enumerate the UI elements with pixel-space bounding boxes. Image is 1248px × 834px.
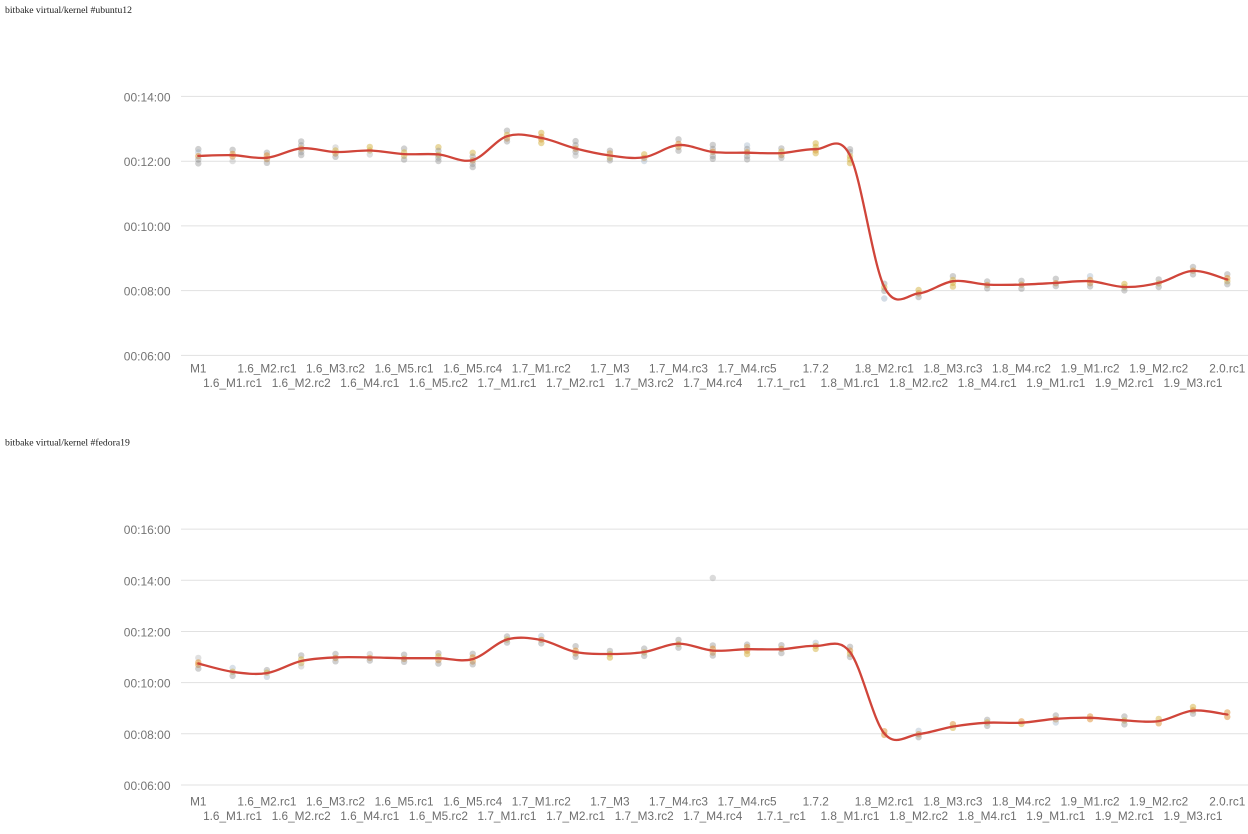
svg-text:1.6_M5.rc1: 1.6_M5.rc1	[375, 362, 434, 376]
svg-text:1.8_M4.rc1: 1.8_M4.rc1	[958, 809, 1017, 823]
svg-text:00:14:00: 00:14:00	[124, 574, 171, 588]
svg-text:1.6_M5.rc4: 1.6_M5.rc4	[443, 362, 502, 376]
svg-text:1.7_M2.rc1: 1.7_M2.rc1	[546, 376, 605, 390]
svg-text:1.9_M2.rc1: 1.9_M2.rc1	[1095, 376, 1154, 390]
svg-text:1.7_M4.rc3: 1.7_M4.rc3	[649, 362, 708, 376]
svg-text:1.7_M1.rc2: 1.7_M1.rc2	[512, 795, 571, 809]
svg-text:00:12:00: 00:12:00	[124, 155, 171, 169]
svg-text:1.9_M3.rc1: 1.9_M3.rc1	[1163, 809, 1222, 823]
svg-text:1.9_M1.rc1: 1.9_M1.rc1	[1026, 809, 1085, 823]
svg-text:00:08:00: 00:08:00	[124, 728, 171, 742]
svg-text:00:12:00: 00:12:00	[124, 626, 171, 640]
svg-text:1.8_M4.rc1: 1.8_M4.rc1	[958, 376, 1017, 390]
svg-text:00:08:00: 00:08:00	[124, 285, 171, 299]
svg-text:1.6_M2.rc2: 1.6_M2.rc2	[272, 809, 331, 823]
svg-text:1.9_M2.rc2: 1.9_M2.rc2	[1129, 795, 1188, 809]
svg-text:2.0.rc1: 2.0.rc1	[1209, 362, 1245, 376]
svg-text:00:14:00: 00:14:00	[124, 90, 171, 104]
svg-text:1.7_M4.rc4: 1.7_M4.rc4	[683, 809, 742, 823]
svg-text:1.6_M5.rc4: 1.6_M5.rc4	[443, 795, 502, 809]
svg-text:M1: M1	[190, 362, 206, 376]
svg-text:1.9_M2.rc1: 1.9_M2.rc1	[1095, 809, 1154, 823]
svg-text:1.8_M2.rc1: 1.8_M2.rc1	[855, 795, 914, 809]
svg-text:1.6_M5.rc2: 1.6_M5.rc2	[409, 376, 468, 390]
svg-text:bitbake virtual/kernel #ubuntu: bitbake virtual/kernel #ubuntu12	[5, 5, 132, 16]
svg-text:00:06:00: 00:06:00	[124, 349, 171, 363]
svg-text:1.6_M4.rc1: 1.6_M4.rc1	[340, 809, 399, 823]
svg-text:1.6_M1.rc1: 1.6_M1.rc1	[203, 376, 262, 390]
svg-text:1.7_M2.rc1: 1.7_M2.rc1	[546, 809, 605, 823]
svg-text:1.8_M1.rc1: 1.8_M1.rc1	[820, 376, 879, 390]
svg-text:00:06:00: 00:06:00	[124, 779, 171, 793]
svg-text:1.7.1_rc1: 1.7.1_rc1	[757, 376, 806, 390]
svg-text:1.9_M1.rc1: 1.9_M1.rc1	[1026, 376, 1085, 390]
svg-text:1.7_M1.rc2: 1.7_M1.rc2	[512, 362, 571, 376]
svg-text:1.7_M4.rc3: 1.7_M4.rc3	[649, 795, 708, 809]
svg-text:1.8_M3.rc3: 1.8_M3.rc3	[923, 362, 982, 376]
svg-text:1.7.1_rc1: 1.7.1_rc1	[757, 809, 806, 823]
svg-text:1.9_M3.rc1: 1.9_M3.rc1	[1163, 376, 1222, 390]
svg-text:1.6_M3.rc2: 1.6_M3.rc2	[306, 362, 365, 376]
svg-text:1.8_M2.rc1: 1.8_M2.rc1	[855, 362, 914, 376]
svg-text:00:10:00: 00:10:00	[124, 220, 171, 234]
svg-text:2.0.rc1: 2.0.rc1	[1209, 795, 1245, 809]
svg-text:1.8_M1.rc1: 1.8_M1.rc1	[820, 809, 879, 823]
svg-text:1.8_M3.rc3: 1.8_M3.rc3	[923, 795, 982, 809]
svg-text:1.7_M1.rc1: 1.7_M1.rc1	[477, 809, 536, 823]
svg-text:1.7_M3: 1.7_M3	[590, 362, 630, 376]
svg-text:1.6_M2.rc2: 1.6_M2.rc2	[272, 376, 331, 390]
svg-text:M1: M1	[190, 795, 206, 809]
svg-text:1.7.2: 1.7.2	[803, 362, 829, 376]
svg-text:1.7_M4.rc5: 1.7_M4.rc5	[718, 795, 777, 809]
svg-text:1.7_M1.rc1: 1.7_M1.rc1	[477, 376, 536, 390]
svg-text:1.7_M3: 1.7_M3	[590, 795, 630, 809]
svg-text:1.8_M2.rc2: 1.8_M2.rc2	[889, 376, 948, 390]
svg-text:1.8_M4.rc2: 1.8_M4.rc2	[992, 362, 1051, 376]
svg-text:1.6_M5.rc2: 1.6_M5.rc2	[409, 809, 468, 823]
svg-text:1.6_M2.rc1: 1.6_M2.rc1	[237, 362, 296, 376]
svg-text:00:16:00: 00:16:00	[124, 523, 171, 537]
svg-text:1.6_M5.rc1: 1.6_M5.rc1	[375, 795, 434, 809]
svg-text:1.8_M4.rc2: 1.8_M4.rc2	[992, 795, 1051, 809]
svg-text:1.9_M1.rc2: 1.9_M1.rc2	[1061, 362, 1120, 376]
svg-text:1.7_M3.rc2: 1.7_M3.rc2	[615, 376, 674, 390]
svg-text:1.6_M3.rc2: 1.6_M3.rc2	[306, 795, 365, 809]
svg-text:1.8_M2.rc2: 1.8_M2.rc2	[889, 809, 948, 823]
svg-text:1.9_M2.rc2: 1.9_M2.rc2	[1129, 362, 1188, 376]
svg-text:1.7_M4.rc4: 1.7_M4.rc4	[683, 376, 742, 390]
svg-text:1.6_M2.rc1: 1.6_M2.rc1	[237, 795, 296, 809]
svg-text:1.7.2: 1.7.2	[803, 795, 829, 809]
svg-text:1.7_M4.rc5: 1.7_M4.rc5	[718, 362, 777, 376]
svg-text:1.6_M1.rc1: 1.6_M1.rc1	[203, 809, 262, 823]
svg-text:1.9_M1.rc2: 1.9_M1.rc2	[1061, 795, 1120, 809]
svg-text:1.6_M4.rc1: 1.6_M4.rc1	[340, 376, 399, 390]
svg-text:bitbake virtual/kernel #fedora: bitbake virtual/kernel #fedora19	[5, 438, 130, 449]
svg-text:1.7_M3.rc2: 1.7_M3.rc2	[615, 809, 674, 823]
svg-text:00:10:00: 00:10:00	[124, 677, 171, 691]
